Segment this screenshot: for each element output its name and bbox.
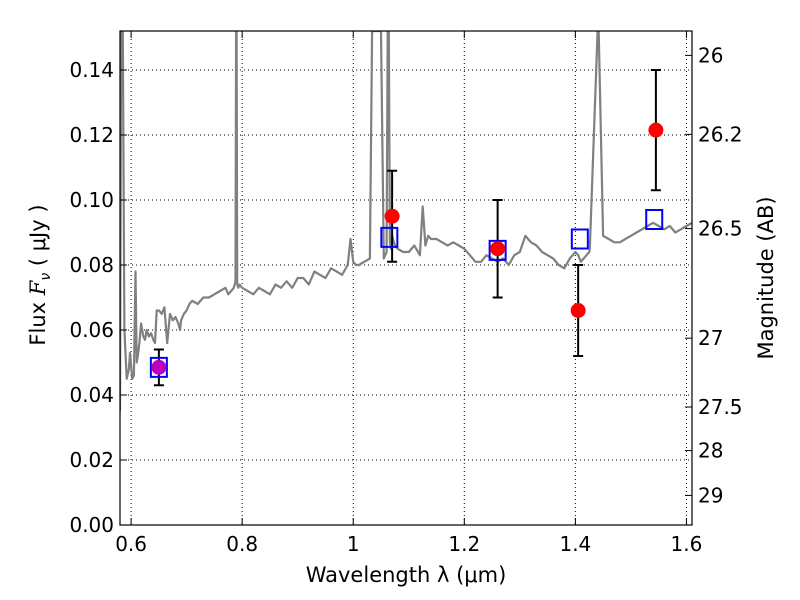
observed-markers: [151, 122, 664, 375]
right-tick-label: 27.5: [698, 395, 743, 419]
y-tick-label: 0.04: [69, 383, 114, 407]
y-tick-label: 0.14: [69, 58, 114, 82]
y-tick-label: 0.00: [69, 513, 114, 537]
right-axis-label: Magnitude (AB): [754, 196, 778, 359]
right-tick-label: 27: [698, 326, 723, 350]
y-tick-label: 0.02: [69, 448, 114, 472]
plot-frame: [119, 30, 693, 526]
right-tick-label: 26: [698, 43, 723, 67]
y-tick-label: 0.08: [69, 253, 114, 277]
observed-point: [648, 122, 664, 138]
plot-area: [120, 31, 692, 412]
x-axis-label: Wavelength λ (μm): [306, 563, 507, 587]
y-axis-label-symbol: F: [26, 279, 50, 296]
tick-labels: 0.6 0.8 1 1.2 1.4 1.6 0.00 0.02 0.04 0.06 0.08 0.10…: [69, 43, 742, 556]
observed-point: [384, 208, 400, 224]
model-markers: [149, 209, 664, 378]
right-tick-label: 29: [698, 483, 723, 507]
x-tick-label: 1: [347, 532, 360, 556]
y-tick-label: 0.12: [69, 123, 114, 147]
x-tick-label: 1.4: [559, 532, 591, 556]
model-point: [645, 209, 664, 230]
observed-point: [151, 359, 167, 375]
spectrum-line: [120, 31, 692, 412]
observed-point: [570, 303, 586, 318]
model-point: [149, 356, 168, 378]
x-tick-label: 1.6: [671, 532, 703, 556]
right-tick-label: 26.5: [698, 217, 743, 241]
x-tick-label: 0.8: [226, 532, 258, 556]
x-tick-label: 0.6: [115, 532, 147, 556]
y-axis-label-prefix: Flux: [26, 295, 50, 345]
x-tick-label: 1.2: [448, 532, 480, 556]
model-point: [380, 226, 399, 248]
model-point: [570, 228, 589, 250]
right-tick-label: 26.2: [698, 122, 743, 146]
y-tick-label: 0.06: [69, 318, 114, 342]
observed-point: [490, 241, 506, 257]
axis-ticks: [120, 31, 692, 526]
right-tick-label: 28: [698, 439, 723, 463]
y-tick-label: 0.10: [69, 188, 114, 212]
y-axis-label-subscript: ν: [38, 273, 54, 281]
y-axis-label-suffix: ( μJy ): [26, 204, 50, 272]
model-point: [488, 239, 507, 261]
y-axis-label: Flux Fν ( μJy ): [26, 204, 54, 345]
